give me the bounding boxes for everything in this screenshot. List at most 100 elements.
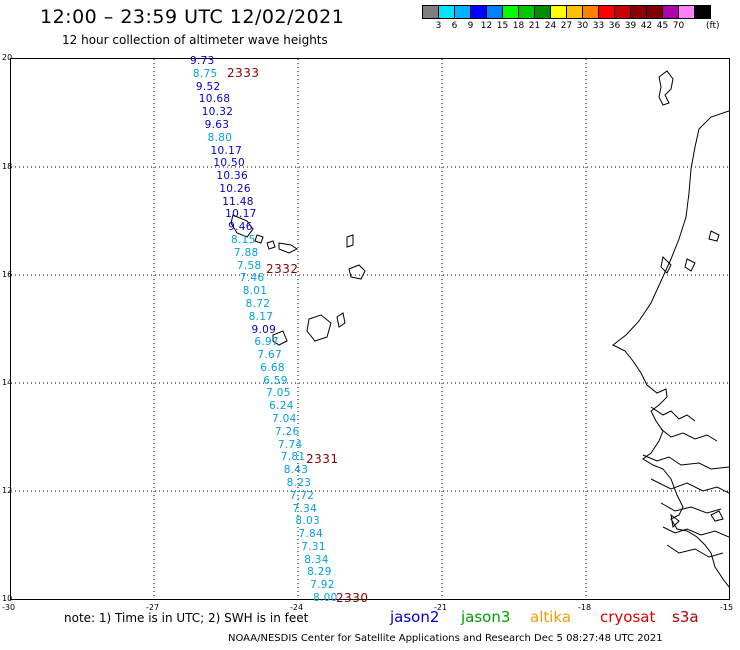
- map-title: 12:00 – 23:59 UTC 12/02/2021: [40, 6, 345, 28]
- coastline-north-bump: [658, 70, 674, 106]
- color-scale-swatch: [550, 5, 567, 19]
- wave-height-value: 7.58: [236, 259, 262, 272]
- wave-height-value: 11.48: [222, 195, 254, 208]
- time-label: 2332: [266, 262, 299, 276]
- color-scale-label: 33: [592, 21, 605, 31]
- wave-height-value: 7.72: [289, 489, 315, 502]
- color-scale-swatch: [518, 5, 535, 19]
- wave-height-value: 7.81: [280, 451, 306, 464]
- color-scale-label: 15: [496, 21, 509, 31]
- color-scale-label: 30: [576, 21, 589, 31]
- time-label: 2331: [306, 452, 339, 466]
- time-label: 2333: [227, 66, 260, 80]
- wave-height-value: 9.46: [228, 221, 253, 234]
- color-scale-swatch: [678, 5, 695, 19]
- wave-height-value: 7.92: [310, 579, 335, 592]
- wave-height-value: 8.23: [286, 476, 312, 489]
- wave-height-value: 9.63: [204, 118, 230, 131]
- wave-height-value: 7.34: [292, 502, 318, 515]
- wave-height-value: 7.05: [266, 387, 291, 400]
- wave-height-value: 7.26: [274, 425, 300, 438]
- legend-s3a: s3a: [672, 608, 699, 626]
- wave-height-value: 7.74: [277, 438, 303, 451]
- wave-height-value: 10.32: [201, 106, 234, 119]
- lat-label: 14: [2, 378, 13, 387]
- wave-height-value: 8.43: [283, 464, 309, 477]
- color-scale-label: 42: [640, 21, 653, 31]
- wave-height-value: 8.72: [245, 297, 271, 310]
- color-scale-swatch: [438, 5, 455, 19]
- color-scale-swatch: [598, 5, 615, 19]
- legend-jason2: jason2: [390, 608, 440, 626]
- lon-label: -18: [578, 603, 592, 612]
- wave-height-value: 7.04: [272, 413, 297, 425]
- wave-height-value: 8.29: [307, 566, 332, 579]
- wave-height-value: 7.67: [257, 349, 282, 362]
- color-scale-swatch: [614, 5, 631, 19]
- lon-label: -24: [290, 603, 304, 612]
- lon-label: -27: [146, 603, 160, 612]
- color-scale-label: 45: [656, 21, 669, 31]
- color-scale-swatch: [630, 5, 647, 19]
- color-scale-labels: (ft) 3 6 9 12 15 18 21 24 27 30 33 36 39 42 45 70: [422, 21, 740, 33]
- color-scale-swatch: [694, 5, 711, 19]
- wave-height-value: 7.31: [301, 540, 326, 553]
- wave-height-value: 6.24: [269, 400, 294, 413]
- color-scale-label: 3: [435, 21, 442, 31]
- wave-height-value: 7.84: [298, 528, 323, 541]
- legend-jason3: jason3: [461, 608, 511, 626]
- wave-height-value: 8.80: [207, 131, 233, 144]
- wave-height-value: 7.46: [239, 272, 265, 285]
- wave-height-value: 10.17: [225, 208, 257, 221]
- grid-lines: [11, 59, 729, 599]
- color-scale-swatch: [470, 5, 487, 19]
- wave-height-value: 8.01: [242, 285, 268, 298]
- color-scale-swatch: [646, 5, 663, 19]
- wave-height-value: 6.68: [260, 361, 285, 374]
- wave-height-value: 10.68: [198, 93, 231, 106]
- wave-height-value: 10.50: [213, 157, 245, 170]
- lon-label: -15: [720, 603, 734, 612]
- legend-cryosat: cryosat: [600, 608, 656, 626]
- lat-label: 12: [2, 486, 13, 495]
- lat-label: 10: [2, 594, 13, 603]
- color-scale-swatch: [534, 5, 551, 19]
- map-subtitle: 12 hour collection of altimeter wave hei…: [62, 33, 328, 47]
- wave-height-value: 7.88: [233, 246, 259, 259]
- color-scale-label: 12: [480, 21, 493, 31]
- lat-label: 20: [2, 53, 13, 62]
- footer-credit: NOAA/NESDIS Center for Satellite Applica…: [228, 633, 663, 644]
- color-scale-swatch: [582, 5, 599, 19]
- color-scale-label: 39: [624, 21, 637, 31]
- wave-height-value: 8.17: [248, 310, 274, 323]
- lon-label: -21: [434, 603, 448, 612]
- color-scale-label: 36: [608, 21, 621, 31]
- wave-height-value: 6.59: [263, 374, 288, 387]
- color-scale-swatch: [662, 5, 679, 19]
- color-scale-label: 6: [451, 21, 458, 31]
- color-scale-swatch: [454, 5, 471, 19]
- wave-height-value: 10.26: [219, 182, 251, 195]
- color-scale-bar: [422, 5, 711, 19]
- legend-altika: altika: [530, 608, 572, 626]
- color-scale-label: 70: [672, 21, 685, 31]
- lat-label: 16: [2, 270, 13, 279]
- color-scale-swatch: [502, 5, 519, 19]
- color-scale-label: 18: [512, 21, 525, 31]
- map-note: note: 1) Time is in UTC; 2) SWH is in fe…: [64, 611, 309, 625]
- color-scale-label: 27: [560, 21, 573, 31]
- wave-height-value: 10.36: [216, 170, 248, 183]
- wave-height-value: 10.17: [210, 144, 243, 157]
- wave-height-value: 8.03: [295, 515, 320, 528]
- wave-height-value: 8.00: [313, 592, 338, 604]
- wave-height-value: 8.15: [231, 234, 256, 246]
- wave-height-value: 8.75: [192, 67, 218, 80]
- cape-verde-islands: [230, 214, 366, 346]
- map-canvas: [11, 59, 729, 599]
- wave-height-value: 8.34: [304, 553, 329, 566]
- color-scale-swatch: [566, 5, 583, 19]
- lon-label: -30: [2, 603, 16, 612]
- color-scale-label: 9: [467, 21, 474, 31]
- color-scale-label: 24: [544, 21, 557, 31]
- color-scale-swatch: [422, 5, 439, 19]
